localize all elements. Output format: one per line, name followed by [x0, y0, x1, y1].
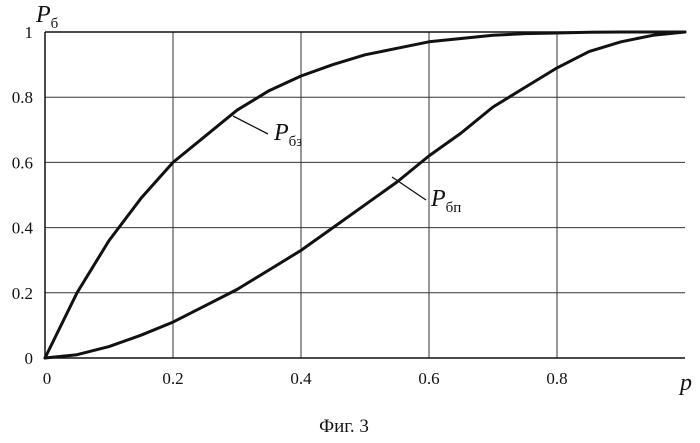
curves	[45, 32, 685, 358]
x-tick-label: 0.4	[290, 369, 312, 388]
plot-frame	[45, 32, 685, 358]
y-tick-label: 0	[25, 349, 34, 368]
x-tick-label: 0	[43, 369, 52, 388]
grid	[45, 32, 685, 358]
x-tick-label: 0.8	[546, 369, 567, 388]
y-tick-label: 0.8	[12, 88, 33, 107]
y-tick-labels: 0 0.2 0.4 0.6 0.8 1	[12, 23, 34, 368]
series-pbp-line	[45, 32, 685, 358]
x-tick-label: 0.6	[418, 369, 439, 388]
series-pbz-line	[45, 32, 685, 358]
x-tick-label: 0.2	[162, 369, 183, 388]
y-tick-label: 0.4	[12, 219, 34, 238]
leader-pbz	[233, 116, 268, 134]
label-leaders	[233, 116, 426, 200]
y-axis-label: Pб	[35, 2, 59, 32]
x-axis-label: p	[678, 370, 692, 396]
series-label-pbp: Pбп	[430, 186, 461, 216]
series-label-pbz: Pбз	[273, 120, 302, 150]
leader-pbp	[392, 177, 426, 200]
y-tick-label: 0.6	[12, 153, 33, 172]
y-tick-label: 0.2	[12, 284, 33, 303]
figure-caption: Фиг. 3	[319, 416, 369, 437]
y-tick-label: 1	[25, 23, 34, 42]
x-tick-labels: 0 0.2 0.4 0.6 0.8	[43, 369, 568, 388]
